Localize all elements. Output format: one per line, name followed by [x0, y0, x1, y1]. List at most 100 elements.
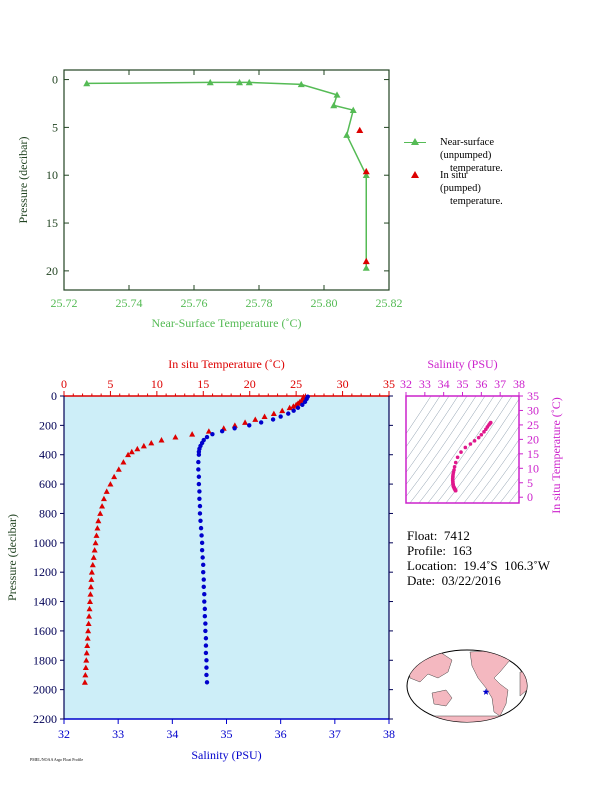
ts-contour-line: [409, 396, 486, 503]
legend-label-in-situ-1: In situ (pumped): [440, 170, 481, 194]
ts-xtick-label: 37: [494, 377, 506, 391]
chart2-temp-tick-label: 25: [290, 377, 302, 391]
chart2-salinity-point: [197, 503, 203, 509]
ts-contour-line: [418, 396, 495, 503]
chart2-temperature-point: [84, 642, 91, 648]
chart2-temp-tick-label: 35: [383, 377, 395, 391]
chart2-temp-tick-label: 10: [151, 377, 163, 391]
chart2-salinity-point: [270, 417, 276, 422]
ts-point: [468, 442, 473, 446]
chart2-salinity-point: [199, 540, 205, 546]
chart2-temperature-point: [87, 583, 94, 590]
chart2-temperature-point: [128, 448, 135, 455]
chart2-temperature-point: [100, 495, 107, 502]
chart2-salinity-point: [197, 511, 203, 516]
map-australia: [431, 689, 453, 707]
chart2-temperature-point: [97, 510, 104, 516]
chart2-temperature-point: [242, 419, 249, 425]
ts-ytick-label: 15: [527, 447, 539, 461]
ts-contour-line: [472, 439, 519, 503]
chart1-point-near-surface: [333, 91, 341, 98]
chart1-point-in-situ: [362, 167, 370, 175]
footer-credit: PMEL/NOAA Argo Float Profile: [30, 757, 84, 762]
chart2-temperature-point: [140, 442, 147, 449]
chart2-temperature-point: [88, 569, 95, 575]
chart2-temperature-point: [81, 679, 88, 685]
chart2-sal-tick-label: 33: [112, 727, 124, 741]
ts-point: [453, 460, 458, 465]
chart2-ytick-label: 600: [39, 477, 57, 491]
ts-contour-line: [406, 396, 459, 473]
float-info-block: Float: 7412 Profile: 163 Location: 19.4˚…: [407, 528, 550, 588]
ts-point: [484, 427, 488, 432]
ts-contour-line: [463, 425, 519, 503]
chart2-temperature-point: [270, 410, 277, 417]
chart2-ytick-label: 1200: [33, 565, 57, 579]
ts-xtick-label: 32: [400, 377, 412, 391]
chart2-salinity-point: [201, 577, 206, 582]
ts-point: [472, 439, 477, 443]
ts-point: [482, 430, 486, 434]
ts-point: [455, 455, 460, 460]
world-map-inset: [406, 649, 528, 723]
ts-ytick-label: 25: [527, 418, 539, 432]
chart2-sal-tick-label: 32: [58, 727, 70, 741]
chart2-temperature-point: [111, 473, 118, 480]
legend-label-near-surface-2: temperature.: [450, 163, 503, 174]
chart1-xtick-label: 25.78: [246, 296, 273, 310]
chart2-salinity-point: [199, 533, 204, 538]
chart2-temperature-point: [103, 488, 110, 494]
chart2-salinity-point: [203, 643, 209, 648]
ts-contour-line: [508, 489, 519, 503]
chart1-series-near-surface-line: [86, 81, 367, 268]
chart2-temperature-point: [89, 561, 96, 568]
chart2-ylabel: Pressure (decibar): [5, 514, 19, 601]
chart2-salinity-point: [197, 489, 202, 494]
chart2-salinity-point: [201, 569, 206, 575]
chart2-sal-tick-label: 35: [221, 727, 233, 741]
chart2-plot-background: [64, 396, 389, 719]
chart1-frame: [63, 69, 390, 291]
chart1-point-near-surface: [83, 79, 91, 87]
chart1-ylabel: Pressure (decibar): [16, 137, 30, 224]
chart2-salinity-point: [197, 496, 202, 501]
chart2-salinity-point: [203, 621, 208, 626]
chart2-temperature-point: [252, 416, 259, 422]
chart2-salinity-point: [302, 399, 308, 405]
chart2-temperature-point: [286, 404, 293, 411]
profile-number: Profile: 163: [407, 543, 472, 558]
chart2-temp-tick-label: 0: [61, 377, 67, 391]
chart2-salinity-point: [202, 599, 207, 604]
chart2-temperature-point: [172, 434, 179, 440]
chart2-temperature-point: [87, 598, 93, 604]
chart1-xtick-label: 25.72: [51, 296, 78, 310]
chart2-salinity-point: [201, 584, 206, 590]
ts-ytick-label: 5: [527, 476, 533, 490]
ts-point: [459, 450, 463, 454]
chart1-ytick-label: 15: [46, 216, 58, 230]
chart2-salinity-point: [204, 672, 209, 678]
chart2-salinity-point: [295, 405, 301, 410]
legend-label-in-situ-2: temperature.: [450, 196, 503, 207]
chart2-salinity-point: [196, 481, 202, 487]
chart2-salinity-point: [204, 658, 209, 663]
ts-xtick-label: 33: [419, 377, 431, 391]
chart1-ytick-label: 10: [46, 168, 58, 182]
profile-date: Date: 03/22/2016: [407, 573, 501, 588]
ts-xlabel: Salinity (PSU): [427, 357, 497, 371]
chart1-point-near-surface: [362, 171, 370, 179]
chart2-temperature-point: [290, 403, 297, 409]
chart1-xtick-label: 25.80: [311, 296, 338, 310]
chart2-temperature-point: [120, 459, 127, 465]
chart2-temperature-point: [90, 554, 97, 560]
chart2-temperature-point: [92, 539, 99, 546]
chart2-salinity-point: [286, 411, 291, 416]
chart2-temperature-point: [261, 413, 268, 419]
chart2-sal-tick-label: 37: [329, 727, 341, 741]
chart1-point-near-surface: [297, 80, 305, 88]
chart2-salinity-point: [196, 467, 201, 472]
chart1-ytick-label: 0: [52, 73, 58, 87]
chart2-temperature-point: [85, 627, 92, 634]
ts-ytick-label: 0: [527, 490, 533, 504]
chart2-salinity-point: [210, 431, 215, 437]
